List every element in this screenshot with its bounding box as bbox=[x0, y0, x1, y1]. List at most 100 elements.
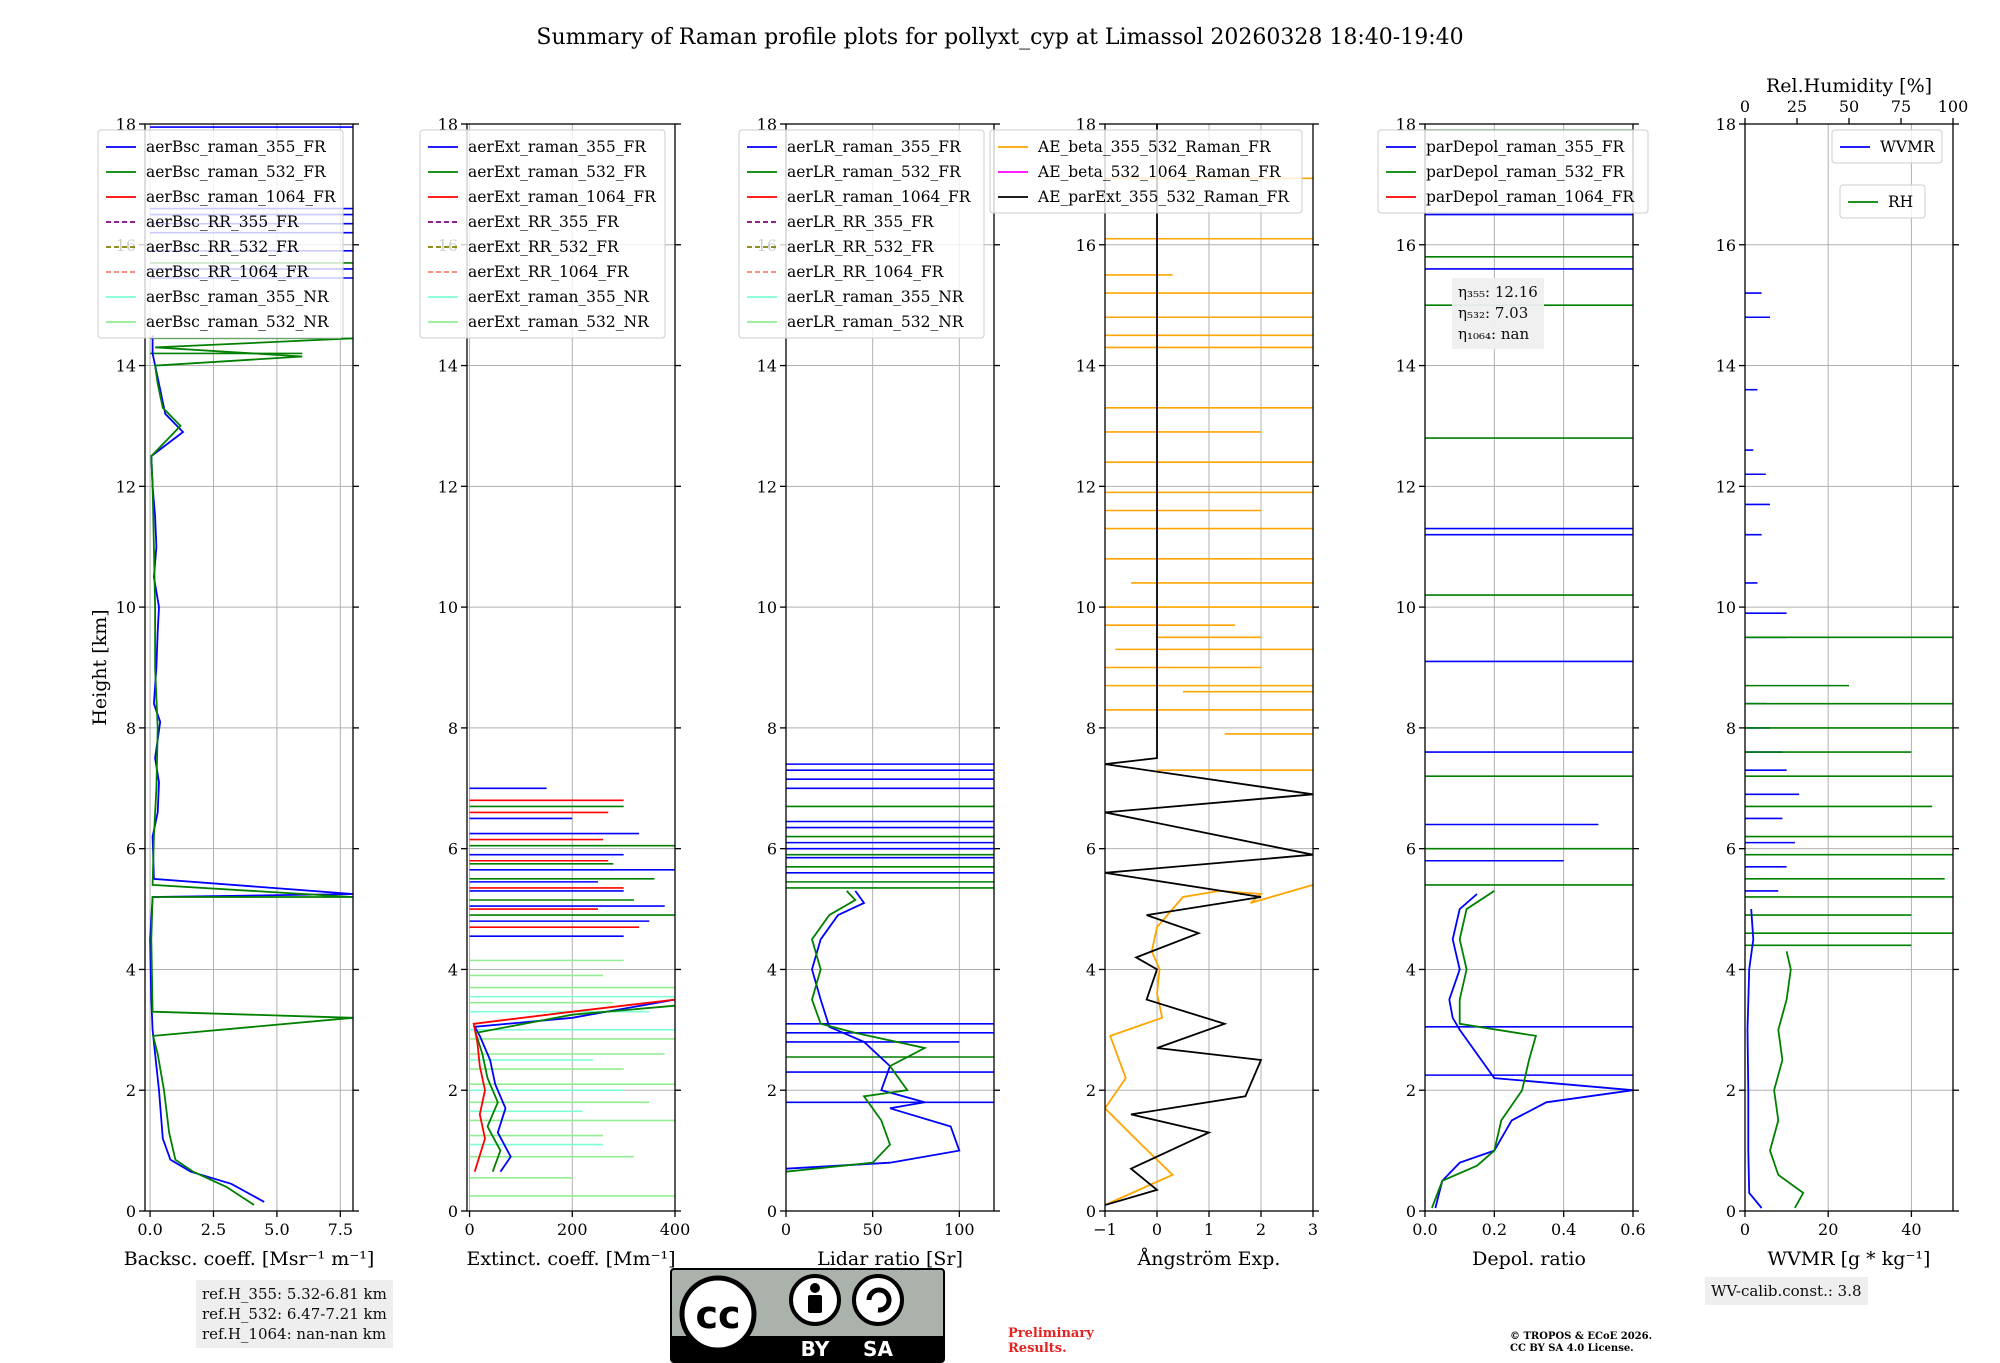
ytick-label-wvmr: 12 bbox=[1716, 477, 1736, 496]
xtick-label-lidar_ratio: 50 bbox=[862, 1220, 882, 1239]
ytick-label-backscatter: 10 bbox=[116, 598, 136, 617]
legend-label-backscatter: aerBsc_raman_532_FR bbox=[146, 163, 327, 181]
ytick-label-angstrom: 18 bbox=[1076, 115, 1096, 134]
xlabel-angstrom: Ångström Exp. bbox=[1137, 1248, 1281, 1270]
axes-frame-backscatter bbox=[144, 123, 354, 1212]
legend-label-extinction: aerExt_raman_532_NR bbox=[468, 313, 650, 331]
legend-label-angstrom: AE_beta_532_1064_Raman_FR bbox=[1037, 163, 1282, 181]
ytick-label-depol: 2 bbox=[1406, 1081, 1416, 1100]
legend-label-extinction: aerExt_RR_532_FR bbox=[468, 238, 620, 256]
ytick-label-depol: 10 bbox=[1396, 598, 1416, 617]
ytick-label-wvmr: 18 bbox=[1716, 115, 1736, 134]
eta-annotation-box: η₃₅₅: 12.16 η₅₃₂: 7.03 η₁₀₆₄: nan bbox=[1452, 278, 1544, 349]
legend-label-backscatter: aerBsc_raman_1064_FR bbox=[146, 188, 337, 206]
top-xtick-label-wvmr: 75 bbox=[1891, 97, 1911, 116]
xtick-label-wvmr: 20 bbox=[1818, 1220, 1838, 1239]
ytick-label-lidar_ratio: 10 bbox=[757, 598, 777, 617]
legend-label-backscatter: aerBsc_RR_355_FR bbox=[146, 213, 300, 231]
ref-height-355: ref.H_355: 5.32-6.81 km bbox=[202, 1285, 387, 1303]
ytick-label-angstrom: 8 bbox=[1086, 719, 1096, 738]
legend-depol: parDepol_raman_355_FR parDepol_raman_532_… bbox=[1377, 129, 1649, 214]
top-xlabel-wvmr: Rel.Humidity [%] bbox=[1766, 75, 1932, 97]
ytick-label-lidar_ratio: 8 bbox=[767, 719, 777, 738]
ytick-label-extinction: 18 bbox=[438, 115, 458, 134]
legend-label-depol: parDepol_raman_532_FR bbox=[1426, 163, 1626, 181]
cc-logo-icon bbox=[679, 1275, 757, 1353]
legend-label-backscatter: aerBsc_raman_355_FR bbox=[146, 138, 327, 156]
ytick-label-lidar_ratio: 6 bbox=[767, 840, 777, 859]
ref-height-1064: ref.H_1064: nan-nan km bbox=[202, 1325, 387, 1343]
xtick-label-lidar_ratio: 100 bbox=[944, 1220, 975, 1239]
top-xtick-label-wvmr: 100 bbox=[1938, 97, 1969, 116]
legend-label-lidar_ratio: aerLR_RR_1064_FR bbox=[787, 263, 945, 281]
xtick-label-angstrom: 1 bbox=[1204, 1220, 1214, 1239]
xlabel-depol: Depol. ratio bbox=[1472, 1248, 1586, 1270]
cc-logo-text: cc bbox=[695, 1293, 740, 1337]
xlabel-wvmr: WVMR [g * kg⁻¹] bbox=[1768, 1248, 1931, 1270]
legend-frame-lidar_ratio bbox=[738, 129, 985, 339]
ytick-label-lidar_ratio: 18 bbox=[757, 115, 777, 134]
preliminary-line-2: Results. bbox=[1008, 1341, 1067, 1356]
ytick-label-lidar_ratio: 4 bbox=[767, 960, 777, 979]
ytick-label-wvmr: 14 bbox=[1716, 357, 1736, 376]
top-xtick-label-wvmr: 50 bbox=[1839, 97, 1859, 116]
axes-frame-extinction bbox=[466, 123, 676, 1212]
series-AE_beta_355_532_Raman_FR bbox=[1105, 884, 1313, 1206]
xtick-label-wvmr: 40 bbox=[1901, 1220, 1921, 1239]
series-AE_parExt_355_532_Raman_FR bbox=[1105, 124, 1313, 1206]
ytick-label-extinction: 10 bbox=[438, 598, 458, 617]
xtick-label-depol: 0.2 bbox=[1482, 1220, 1507, 1239]
legend-lidar_ratio: aerLR_raman_355_FR aerLR_raman_532_FR aerL… bbox=[738, 129, 985, 339]
legend-label-extinction: aerExt_raman_532_FR bbox=[468, 163, 647, 181]
ytick-label-wvmr: 2 bbox=[1726, 1081, 1736, 1100]
xtick-label-extinction: 400 bbox=[660, 1220, 691, 1239]
ytick-label-angstrom: 12 bbox=[1076, 477, 1096, 496]
plot-area-lidar_ratio bbox=[786, 763, 994, 1173]
legend-extinction: aerExt_raman_355_FR aerExt_raman_532_FRae… bbox=[419, 129, 666, 339]
xtick-label-backscatter: 0.0 bbox=[137, 1220, 162, 1239]
legend-frame-depol bbox=[1377, 129, 1649, 214]
ytick-label-wvmr: 10 bbox=[1716, 598, 1736, 617]
legend-label-backscatter: aerBsc_RR_532_FR bbox=[146, 238, 300, 256]
cc-sa-label: SA bbox=[863, 1337, 893, 1361]
ytick-label-extinction: 12 bbox=[438, 477, 458, 496]
eta-355: η₃₅₅: 12.16 bbox=[1458, 283, 1538, 301]
by-person-head bbox=[810, 1283, 820, 1293]
ref-height-box: ref.H_355: 5.32-6.81 km ref.H_532: 6.47-… bbox=[196, 1280, 393, 1348]
ytick-label-depol: 18 bbox=[1396, 115, 1416, 134]
ytick-label-backscatter: 12 bbox=[116, 477, 136, 496]
ytick-label-angstrom: 6 bbox=[1086, 840, 1096, 859]
eta-1064: η₁₀₆₄: nan bbox=[1458, 325, 1530, 343]
copyright-note: © TROPOS & ECoE 2026. CC BY SA 4.0 Licen… bbox=[1510, 1331, 1652, 1355]
plot-area-extinction bbox=[469, 787, 675, 1197]
copyright-line-2: CC BY SA 4.0 License. bbox=[1510, 1343, 1634, 1354]
legend-label-lidar_ratio: aerLR_raman_355_FR bbox=[787, 138, 962, 156]
ytick-label-wvmr: 8 bbox=[1726, 719, 1736, 738]
legend-label-lidar_ratio: aerLR_raman_355_NR bbox=[787, 288, 965, 306]
legend-label-backscatter: aerBsc_raman_355_NR bbox=[146, 288, 330, 306]
series-aerLR_raman_532_FR bbox=[786, 890, 928, 1173]
legend-label-wvmr-rh: RH bbox=[1888, 193, 1913, 211]
series-RH bbox=[1769, 951, 1805, 1209]
ytick-label-backscatter: 0 bbox=[126, 1202, 136, 1221]
ytick-label-wvmr: 6 bbox=[1726, 840, 1736, 859]
legend-label-extinction: aerExt_raman_355_NR bbox=[468, 288, 650, 306]
legend-label-angstrom: AE_parExt_355_532_Raman_FR bbox=[1037, 188, 1290, 206]
xlabel-extinction: Extinct. coeff. [Mm⁻¹] bbox=[466, 1248, 675, 1270]
ytick-label-extinction: 14 bbox=[438, 357, 458, 376]
ytick-label-angstrom: 14 bbox=[1076, 357, 1096, 376]
legend-frame-extinction bbox=[419, 129, 666, 339]
ytick-label-depol: 4 bbox=[1406, 960, 1416, 979]
legend-frame-wvmr-rh bbox=[1839, 184, 1926, 219]
ytick-label-angstrom: 4 bbox=[1086, 960, 1096, 979]
legend-frame-wvmr bbox=[1831, 129, 1943, 164]
legend-label-lidar_ratio: aerLR_raman_532_NR bbox=[787, 313, 965, 331]
top-xtick-label-wvmr: 25 bbox=[1787, 97, 1807, 116]
legend-frame-backscatter bbox=[97, 129, 344, 339]
legend-label-extinction: aerExt_raman_355_FR bbox=[468, 138, 647, 156]
